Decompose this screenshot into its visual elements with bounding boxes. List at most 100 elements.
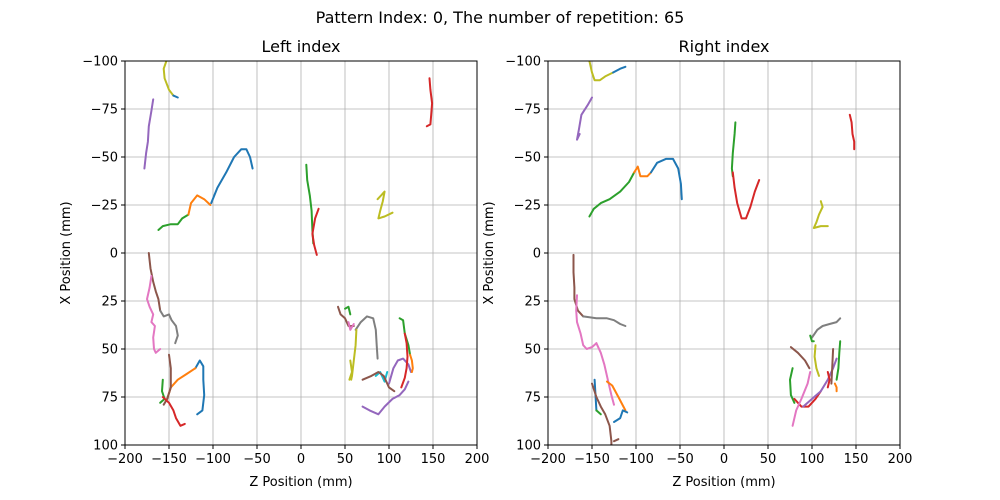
- left-panel-ytick-label: −75: [91, 103, 118, 118]
- left-panel-trace-13: [194, 359, 206, 416]
- right-panel-ytick-label: −25: [514, 199, 541, 214]
- left-panel-trace-19: [337, 305, 355, 327]
- left-panel-trace-30: [348, 359, 353, 381]
- left-panel-xtick-label: 100: [377, 452, 402, 467]
- right-panel-trace-22: [789, 367, 796, 404]
- right-panel-trace-3: [588, 171, 636, 218]
- right-panel-ytick-label: −50: [514, 151, 541, 166]
- right-panel-xtick-label: 0: [720, 452, 728, 467]
- left-panel-ylabel: X Position (mm): [59, 201, 74, 304]
- right-panel-xtick-label: 150: [844, 452, 869, 467]
- right-panel-ytick-label: −100: [505, 55, 541, 70]
- left-panel-trace-2: [187, 194, 212, 216]
- left-panel-trace-17: [161, 396, 186, 427]
- left-panel-trace-28: [400, 332, 409, 389]
- left-panel-trace-12: [159, 309, 179, 345]
- right-panel-trace-2: [576, 96, 593, 141]
- left-panel-trace-29: [409, 353, 414, 373]
- right-panel-trace-20: [811, 317, 842, 339]
- right-panel-trace-13: [595, 342, 615, 406]
- right-panel-ytick-label: 100: [516, 439, 541, 454]
- right-panel-trace-21: [789, 346, 811, 370]
- left-panel-ytick-label: 50: [101, 343, 118, 358]
- right-panel-trace-12: [575, 294, 598, 350]
- right-panel-trace-16: [613, 409, 629, 423]
- right-panel-trace-5: [650, 157, 683, 201]
- left-panel-xtick-label: 150: [421, 452, 446, 467]
- right-panel-xtick-label: 200: [888, 452, 913, 467]
- left-panel-trace-18: [354, 315, 379, 360]
- left-panel-trace-5: [143, 98, 155, 170]
- right-panel-ytick-label: 75: [524, 391, 541, 406]
- left-panel-trace-20: [347, 321, 355, 331]
- right-panel-title: Right index: [679, 37, 770, 56]
- left-panel-trace-15: [159, 378, 166, 404]
- left-panel-trace-0: [210, 148, 254, 205]
- left-panel-trace-7: [311, 207, 320, 256]
- left-panel-trace-8: [425, 77, 434, 128]
- right-panel-trace-29: [833, 382, 838, 393]
- left-panel-xlabel: Z Position (mm): [249, 475, 352, 490]
- right-panel-trace-10: [572, 253, 585, 318]
- right-panel-trace-31: [826, 371, 831, 389]
- right-panel-trace-30: [835, 340, 842, 381]
- right-panel-trace-8: [848, 113, 856, 151]
- left-panel-ytick-label: −50: [91, 151, 118, 166]
- left-panel-trace-1: [157, 213, 190, 231]
- left-panel-trace-4: [172, 94, 179, 99]
- right-panel-trace-15: [606, 380, 627, 412]
- right-panel-xtick-label: 50: [760, 452, 777, 467]
- left-panel-xtick-label: 200: [465, 452, 490, 467]
- left-panel-trace-26: [361, 371, 396, 393]
- figure-suptitle: Pattern Index: 0, The number of repetiti…: [316, 8, 685, 27]
- left-panel-trace-25: [388, 357, 412, 385]
- right-panel-trace-4: [633, 165, 652, 178]
- right-panel-trace-18: [613, 438, 620, 443]
- right-panel-xlabel: Z Position (mm): [672, 475, 775, 490]
- right-panel-trace-17: [591, 382, 613, 445]
- right-panel-xtick-label: 100: [800, 452, 825, 467]
- right-panel: −200 −150 −100 −50 0 50 100 150 200 −100 −75 −50 −25…: [482, 37, 912, 490]
- left-panel-ytick-label: −25: [91, 199, 118, 214]
- right-panel-traces: [572, 61, 856, 445]
- right-panel-trace-6: [730, 121, 737, 178]
- left-panel-trace-21: [350, 328, 358, 381]
- right-panel-ylabel: X Position (mm): [482, 201, 497, 304]
- right-panel-xtick-label: −150: [574, 452, 610, 467]
- left-panel-trace-22: [344, 305, 352, 316]
- left-panel-ytick-label: 25: [101, 295, 118, 310]
- left-panel-xtick-label: −100: [195, 452, 231, 467]
- left-panel-ytick-label: 100: [93, 439, 118, 454]
- right-panel-trace-11: [582, 315, 627, 327]
- right-panel-trace-27: [809, 334, 815, 343]
- right-panel-xtick-label: −200: [530, 452, 566, 467]
- left-panel-ytick-label: 75: [101, 391, 118, 406]
- right-panel-xtick-label: −50: [666, 452, 693, 467]
- left-panel-xtick-label: −50: [243, 452, 270, 467]
- right-panel-trace-0: [588, 61, 615, 82]
- right-panel-trace-25: [802, 357, 838, 408]
- right-panel-trace-19: [595, 409, 602, 416]
- right-panel-trace-1: [612, 65, 627, 74]
- left-panel-xtick-label: −150: [151, 452, 187, 467]
- right-panel-trace-9: [812, 200, 829, 229]
- left-panel-trace-24: [361, 380, 410, 416]
- right-panel-trace-7: [731, 171, 761, 220]
- left-panel-ytick-label: −100: [82, 55, 118, 70]
- left-panel-trace-11: [146, 275, 162, 354]
- left-panel-trace-9: [376, 190, 394, 220]
- right-panel-xtick-label: −100: [618, 452, 654, 467]
- left-panel-trace-23: [374, 371, 389, 383]
- right-panel-ytick-label: 0: [533, 247, 541, 262]
- left-panel-xtick-label: −200: [107, 452, 143, 467]
- right-panel-trace-28: [830, 348, 835, 385]
- left-panel-xtick-label: 50: [337, 452, 354, 467]
- right-panel-ytick-label: −75: [514, 103, 541, 118]
- left-panel-xtick-label: 0: [297, 452, 305, 467]
- right-panel-trace-24: [791, 371, 812, 427]
- left-panel-title: Left index: [262, 37, 341, 56]
- left-panel: −200 −150 −100 −50 0 50 100 150 200 −100 −75 −50 −25…: [59, 37, 489, 490]
- right-panel-ytick-label: 25: [524, 295, 541, 310]
